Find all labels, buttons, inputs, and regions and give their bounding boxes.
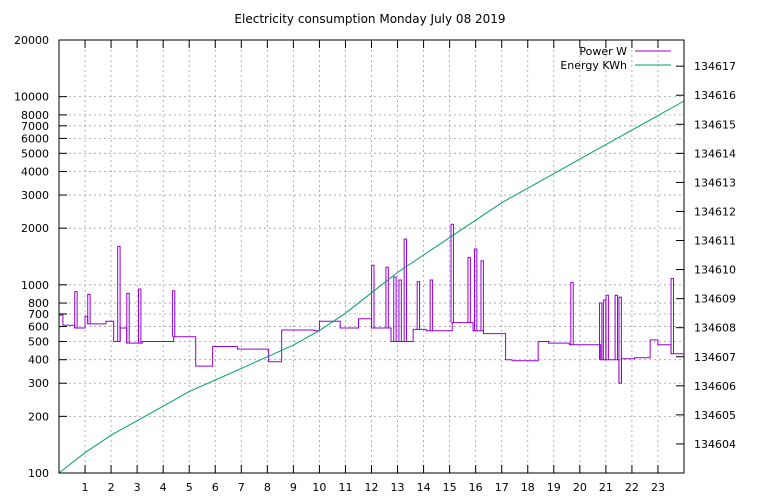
power-spike — [398, 279, 402, 342]
x-tick-label: 1 — [82, 481, 89, 494]
y-left-tick-label: 800 — [28, 297, 49, 310]
y-right-tick-label: 134616 — [694, 89, 736, 102]
x-tick-label: 22 — [625, 481, 639, 494]
power-spike — [429, 279, 434, 331]
power-spike — [598, 302, 603, 360]
x-tick-label: 13 — [391, 481, 405, 494]
y-left-tick-label: 7000 — [21, 120, 49, 133]
y-left-tick-label: 400 — [28, 354, 49, 367]
legend-label-power: Power W — [579, 45, 627, 58]
power-spike — [605, 294, 609, 360]
y-left-tick-label: 1000 — [21, 279, 49, 292]
y-right-tick-label: 134611 — [694, 235, 736, 248]
y-right-tick-label: 134605 — [694, 409, 736, 422]
y-left-tick-label: 100 — [28, 467, 49, 480]
energy-series-line — [58, 100, 685, 474]
plot-frame — [58, 39, 685, 474]
x-tick-label: 15 — [443, 481, 457, 494]
power-spike — [138, 288, 142, 344]
y-right-tick-label: 134606 — [694, 380, 736, 393]
x-tick-label: 16 — [469, 481, 483, 494]
y-left-tick-label: 4000 — [21, 166, 49, 179]
x-tick-label: 5 — [186, 481, 193, 494]
y-right-tick-label: 134613 — [694, 176, 736, 189]
x-tick-label: 11 — [338, 481, 352, 494]
legend-label-energy: Energy KWh — [560, 59, 627, 72]
power-spike — [602, 299, 607, 360]
y-right-tick-label: 134608 — [694, 322, 736, 335]
y-right-tick-label: 134610 — [694, 264, 736, 277]
y-right-tick-label: 134617 — [694, 60, 736, 73]
power-spike — [371, 264, 375, 328]
power-spike — [450, 223, 454, 323]
x-tick-label: 18 — [521, 481, 535, 494]
x-ticks: 1 2 3 4 5 6 7 8 9 10 11 12 13 14 15 16 17 18 19 20 21 22 23 — [82, 40, 665, 494]
x-tick-label: 3 — [134, 481, 141, 494]
chart-title: Electricity consumption Monday July 08 2… — [234, 12, 505, 26]
y-left-tick-label: 700 — [28, 308, 49, 321]
power-spike — [473, 248, 478, 331]
y-right-tick-label: 134612 — [694, 205, 736, 218]
y-right-tick-label: 134615 — [694, 118, 736, 131]
x-tick-label: 21 — [599, 481, 613, 494]
power-spike — [74, 291, 78, 328]
y-left-tick-label: 20000 — [14, 34, 49, 47]
x-tick-label: 20 — [573, 481, 587, 494]
y-left-tick-label: 5000 — [21, 147, 49, 160]
grid-lines — [59, 40, 684, 473]
x-tick-label: 23 — [651, 481, 665, 494]
y-left-tick-label: 3000 — [21, 189, 49, 202]
x-tick-label: 4 — [160, 481, 167, 494]
power-spike — [117, 245, 121, 342]
x-tick-label: 8 — [264, 481, 271, 494]
y-right-tick-label: 134614 — [694, 147, 736, 160]
y-left-tick-label: 8000 — [21, 109, 49, 122]
x-tick-label: 10 — [312, 481, 326, 494]
power-spike — [416, 281, 421, 330]
power-spike — [403, 238, 408, 342]
x-tick-label: 14 — [417, 481, 431, 494]
x-tick-label: 9 — [290, 481, 297, 494]
power-spike — [87, 293, 91, 324]
x-tick-label: 7 — [238, 481, 245, 494]
y-right-tick-label: 134604 — [694, 438, 736, 451]
series-group — [58, 100, 685, 474]
power-spike — [618, 296, 622, 384]
y-left-tick-label: 10000 — [14, 91, 49, 104]
y-right-ticks: 134604 134605 134606 134607 134608 134609 1346… — [676, 60, 736, 451]
power-spike — [385, 266, 389, 328]
x-tick-label: 2 — [108, 481, 115, 494]
legend: Power W Energy KWh — [560, 45, 671, 72]
y-right-tick-label: 134607 — [694, 351, 736, 364]
x-tick-label: 17 — [495, 481, 509, 494]
y-left-tick-label: 600 — [28, 321, 49, 334]
power-spike — [126, 292, 130, 344]
power-spike — [393, 276, 397, 342]
power-spike — [467, 256, 471, 323]
y-left-tick-label: 200 — [28, 410, 49, 423]
x-tick-label: 6 — [212, 481, 219, 494]
power-spike — [614, 294, 618, 360]
y-left-tick-label: 2000 — [21, 222, 49, 235]
y-left-tick-label: 300 — [28, 377, 49, 390]
power-spike — [171, 290, 176, 337]
power-spike — [480, 260, 484, 331]
y-left-tick-label: 6000 — [21, 132, 49, 145]
y-left-tick-label: 500 — [28, 335, 49, 348]
y-right-tick-label: 134609 — [694, 293, 736, 306]
x-tick-label: 12 — [365, 481, 379, 494]
power-spike — [670, 278, 674, 354]
power-spike — [570, 281, 574, 345]
x-tick-label: 19 — [547, 481, 561, 494]
